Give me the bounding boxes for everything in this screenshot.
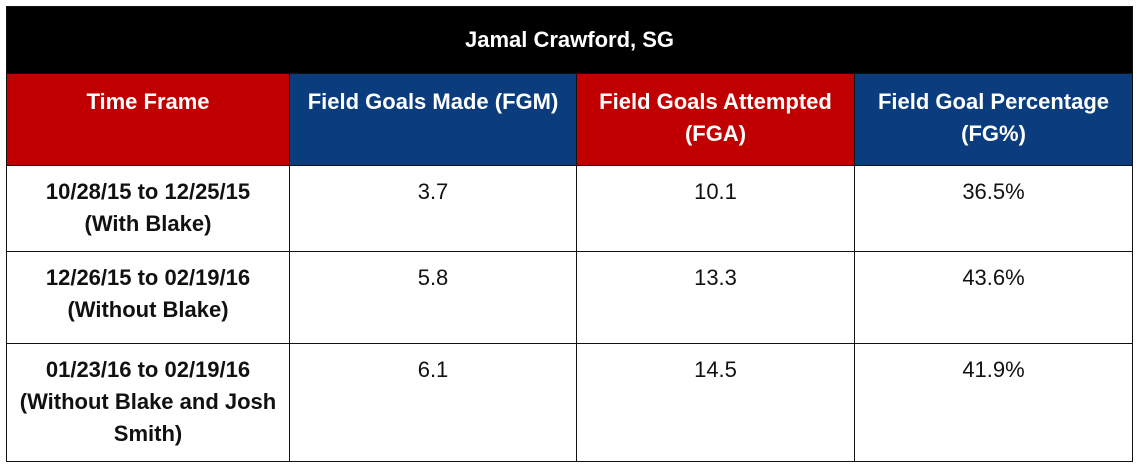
row-fg-percentage: 36.5% <box>853 165 1134 252</box>
header-row: Time Frame Field Goals Made (FGM) Field … <box>6 73 1134 166</box>
row-fga: 13.3 <box>576 251 855 344</box>
table-row: 01/23/16 to 02/19/16 (Without Blake and … <box>6 343 1134 462</box>
row-fgm: 6.1 <box>289 343 577 462</box>
table-row: 10/28/15 to 12/25/15 (With Blake) 3.7 10… <box>6 165 1134 252</box>
stats-table-container: Jamal Crawford, SG Time Frame Field Goal… <box>5 6 1134 462</box>
table-title: Jamal Crawford, SG <box>5 6 1134 74</box>
header-fgm: Field Goals Made (FGM) <box>289 73 577 166</box>
row-fga: 10.1 <box>576 165 855 252</box>
row-fga: 14.5 <box>576 343 855 462</box>
row-fg-percentage: 43.6% <box>853 251 1134 344</box>
header-fga: Field Goals Attempted (FGA) <box>576 73 855 166</box>
stats-table: Jamal Crawford, SG Time Frame Field Goal… <box>5 6 1134 462</box>
row-fgm: 3.7 <box>289 165 577 252</box>
row-fg-percentage: 41.9% <box>853 343 1134 462</box>
header-fg-percentage: Field Goal Percentage (FG%) <box>853 73 1134 166</box>
table-row: 12/26/15 to 02/19/16 (Without Blake) 5.8… <box>6 251 1134 344</box>
row-fgm: 5.8 <box>289 251 577 344</box>
row-time-frame: 12/26/15 to 02/19/16 (Without Blake) <box>6 251 290 344</box>
row-time-frame: 10/28/15 to 12/25/15 (With Blake) <box>6 165 290 252</box>
header-time-frame: Time Frame <box>6 73 290 166</box>
row-time-frame: 01/23/16 to 02/19/16 (Without Blake and … <box>6 343 290 462</box>
title-row: Jamal Crawford, SG <box>5 6 1134 74</box>
